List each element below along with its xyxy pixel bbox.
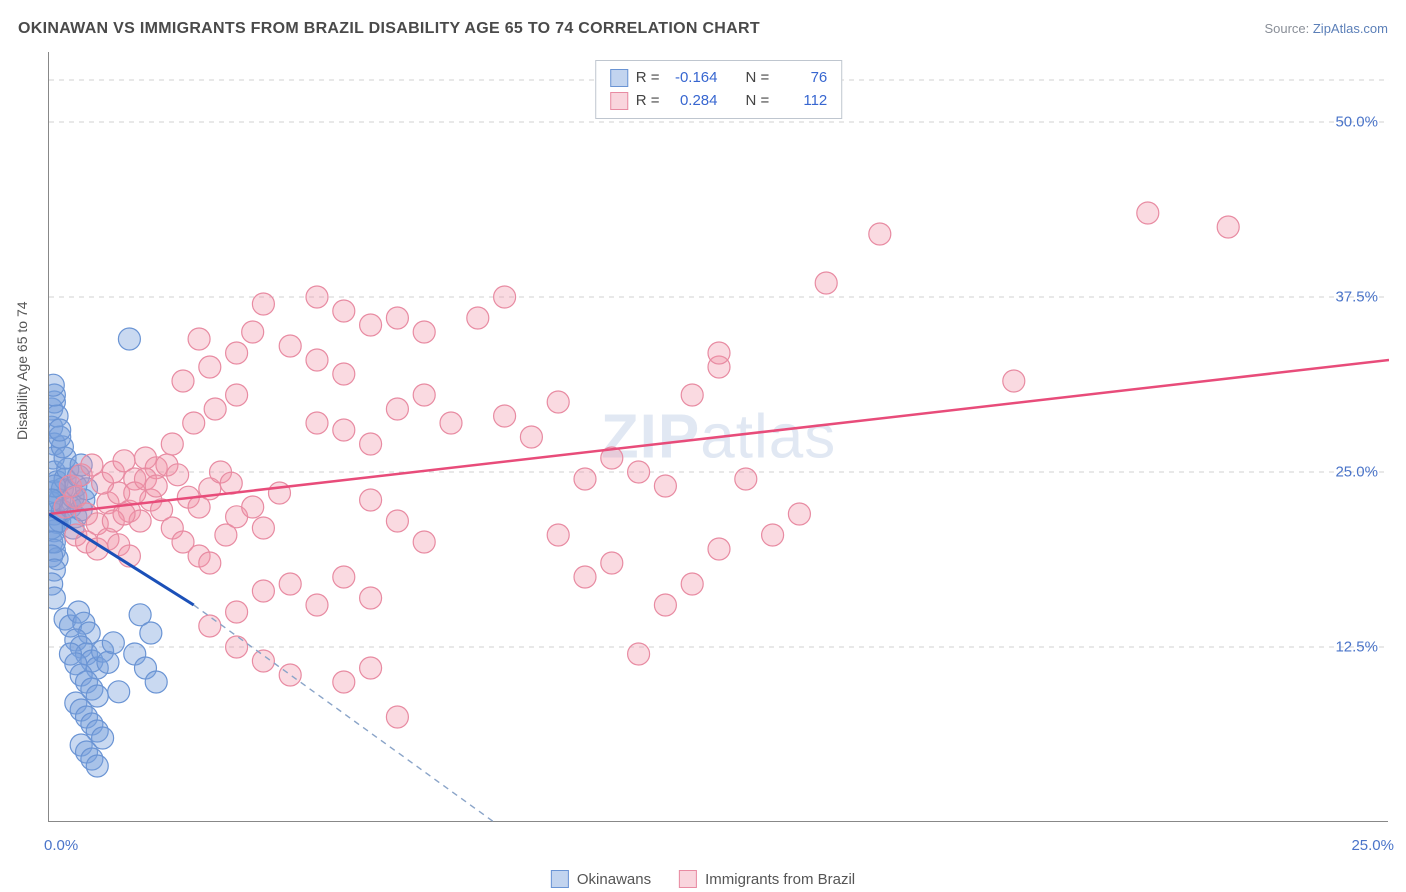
- source-link[interactable]: ZipAtlas.com: [1313, 21, 1388, 36]
- scatter-svg: [49, 52, 1389, 822]
- stats-row-okinawans: R = -0.164 N = 76: [610, 67, 828, 90]
- legend-item-okinawans: Okinawans: [551, 870, 651, 888]
- r-label-2: R =: [636, 90, 660, 113]
- x-max-label: 25.0%: [1351, 837, 1394, 854]
- swatch-blue-icon: [610, 69, 628, 87]
- n-label: N =: [746, 67, 770, 90]
- y-tick-label: 25.0%: [1335, 464, 1378, 481]
- swatch-pink-icon: [679, 870, 697, 888]
- okinawans-n-value: 76: [777, 67, 827, 90]
- legend-label-brazil: Immigrants from Brazil: [705, 871, 855, 888]
- y-tick-label: 37.5%: [1335, 289, 1378, 306]
- stats-row-brazil: R = 0.284 N = 112: [610, 90, 828, 113]
- swatch-pink-icon: [610, 92, 628, 110]
- y-tick-label: 50.0%: [1335, 114, 1378, 131]
- swatch-blue-icon: [551, 870, 569, 888]
- stats-legend-box: R = -0.164 N = 76 R = 0.284 N = 112: [595, 60, 843, 119]
- r-label: R =: [636, 67, 660, 90]
- y-axis-label: Disability Age 65 to 74: [14, 301, 30, 440]
- legend-item-brazil: Immigrants from Brazil: [679, 870, 855, 888]
- brazil-r-value: 0.284: [668, 90, 718, 113]
- n-label-2: N =: [746, 90, 770, 113]
- okinawans-r-value: -0.164: [668, 67, 718, 90]
- chart-title: OKINAWAN VS IMMIGRANTS FROM BRAZIL DISAB…: [18, 20, 760, 38]
- x-min-label: 0.0%: [44, 837, 78, 854]
- bottom-legend: Okinawans Immigrants from Brazil: [551, 870, 855, 888]
- legend-label-okinawans: Okinawans: [577, 871, 651, 888]
- plot-area: ZIPatlas R = -0.164 N = 76 R = 0.284 N =…: [48, 52, 1388, 822]
- y-tick-label: 12.5%: [1335, 639, 1378, 656]
- source-prefix: Source:: [1264, 21, 1312, 36]
- source-attribution: Source: ZipAtlas.com: [1264, 21, 1388, 36]
- brazil-n-value: 112: [777, 90, 827, 113]
